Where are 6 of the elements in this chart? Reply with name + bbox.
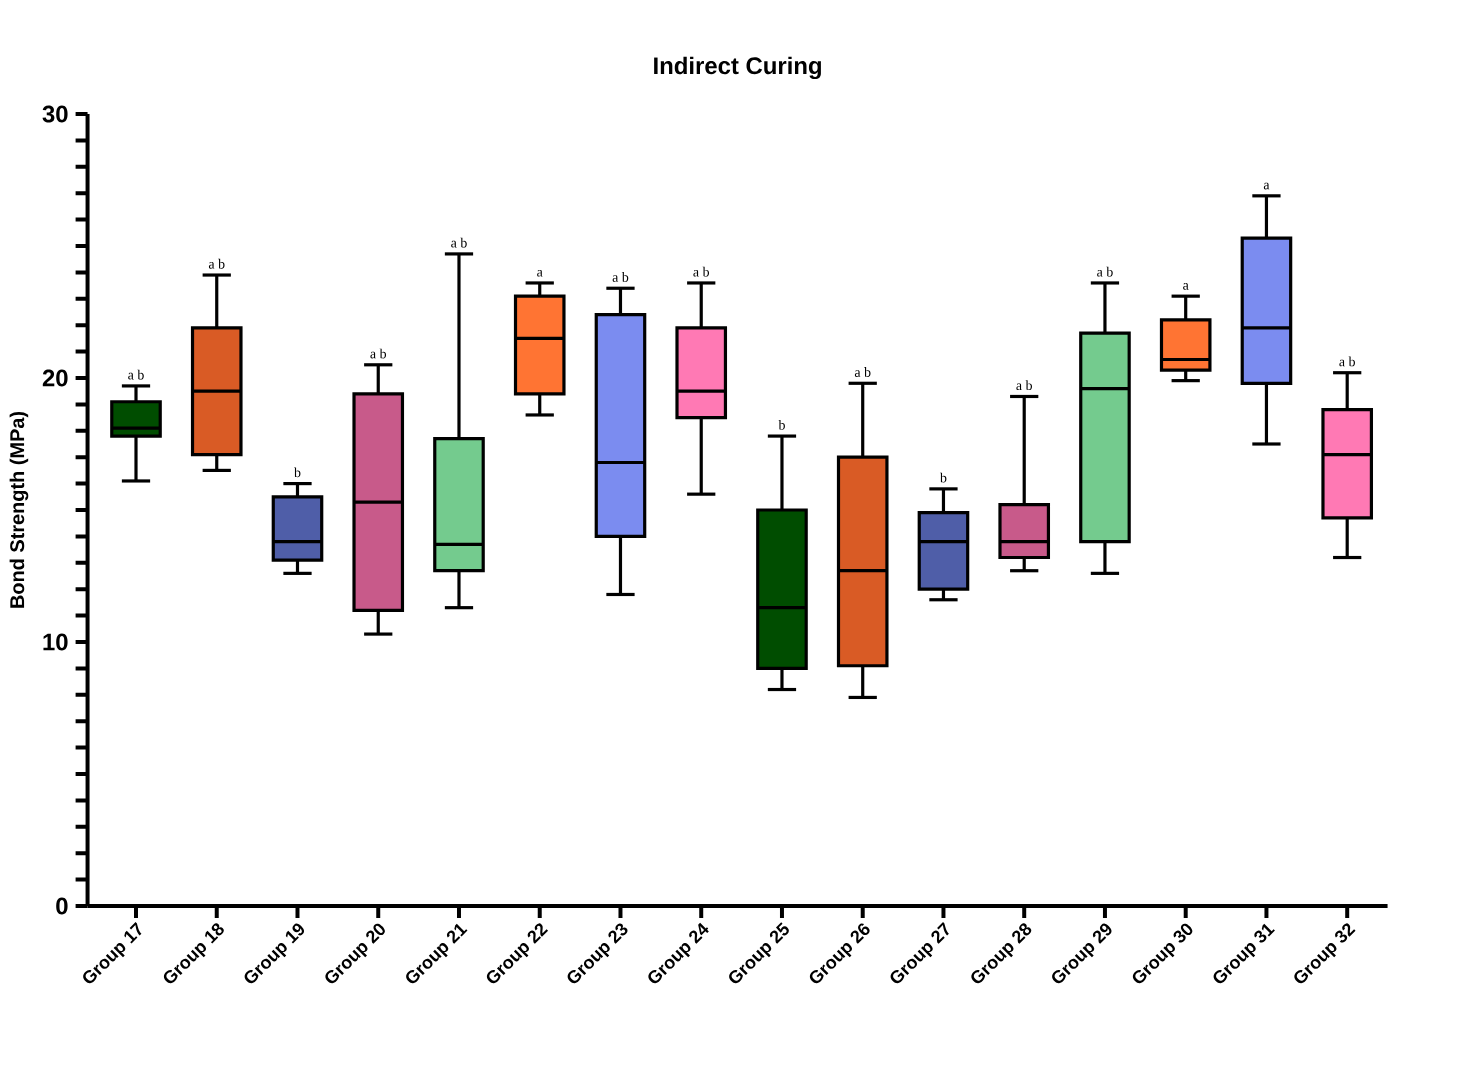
- y-tick-label: 20: [42, 369, 68, 387]
- y-axis-title: Bond Strength (MPa): [9, 411, 29, 608]
- y-tick-label: 0: [56, 897, 68, 915]
- chart-title: Indirect Curing: [654, 56, 821, 80]
- y-tick-label: 10: [43, 633, 68, 651]
- y-tick-label: 30: [42, 105, 68, 123]
